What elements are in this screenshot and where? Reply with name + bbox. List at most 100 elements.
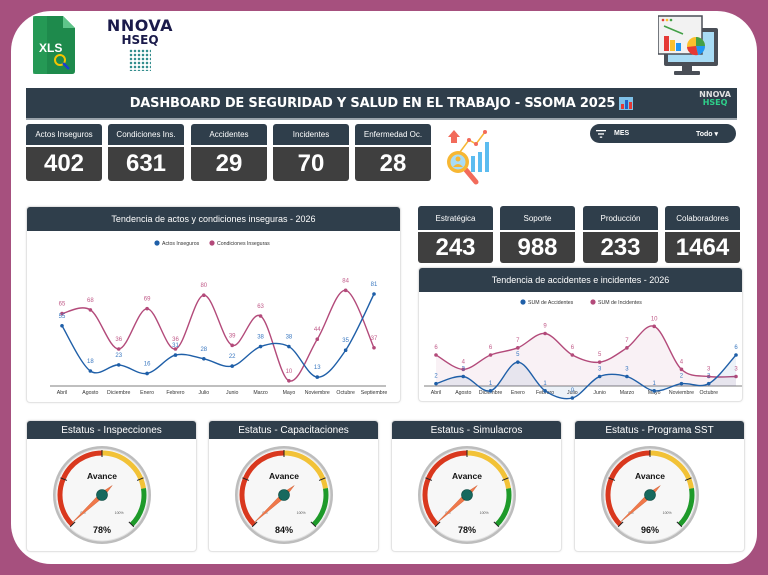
x-tick-label: Agosto <box>82 390 98 396</box>
chart-title: Tendencia de accidentes e incidentes - 2… <box>419 268 742 292</box>
gauge-hub <box>461 489 473 501</box>
data-label: 3 <box>462 367 466 373</box>
x-tick-label: Marzo <box>620 390 635 396</box>
kpi-label: Enfermedad Oc. <box>355 124 431 145</box>
gauge-title: Estatus - Simulacros <box>392 421 561 439</box>
data-point <box>315 375 320 379</box>
x-tick-label: Marzo <box>253 390 268 396</box>
kpi-label: Soporte <box>500 206 575 230</box>
kpi-label: Colaboradores <box>665 206 740 230</box>
data-point <box>343 288 348 293</box>
x-tick-label: Octubre <box>700 390 719 396</box>
data-label: 18 <box>87 359 94 365</box>
data-point <box>173 347 178 351</box>
data-label: 10 <box>651 316 658 322</box>
data-label: 28 <box>200 347 207 353</box>
kpi-label: Condiciones Ins. <box>108 124 184 145</box>
data-point <box>734 374 738 379</box>
filter-label: MES <box>614 130 630 137</box>
gauge-max-label: 100% <box>480 511 489 515</box>
chart-card-accidentes-incidentes: Tendencia de accidentes e incidentes - 2… <box>418 267 748 402</box>
x-tick-label: Enero <box>140 390 154 396</box>
data-label: 63 <box>257 304 264 310</box>
x-tick-label: Junio <box>593 390 606 396</box>
series-line <box>61 293 375 378</box>
month-filter-dropdown[interactable]: MES Todo ▾ <box>590 124 736 143</box>
kpi-colaboradores: Colaboradores 1464 <box>665 206 740 263</box>
data-label: 37 <box>371 336 378 342</box>
data-label: 0 <box>571 388 575 394</box>
gauge-title: Estatus - Programa SST <box>575 421 744 439</box>
legend-marker <box>154 240 160 246</box>
series-line <box>435 325 737 378</box>
gauge-card-simulacros: Estatus - Simulacros Avance0%100%78% <box>391 420 562 552</box>
data-label: 7 <box>625 338 629 344</box>
brand-name: NNOVA <box>106 16 174 35</box>
data-point <box>88 369 93 373</box>
data-point <box>597 360 602 364</box>
gauge-title: Estatus - Capacitaciones <box>209 421 378 439</box>
x-tick-label: Julio <box>198 390 209 396</box>
gauge-hub <box>278 489 290 501</box>
excel-file-icon: XLS <box>33 16 75 74</box>
kpi-value: 402 <box>26 147 102 181</box>
dashboard-title-banner: DASHBOARD DE SEGURIDAD Y SALUD EN EL TRA… <box>26 88 737 120</box>
dashboard-monitor-icon <box>658 15 718 75</box>
gauge-band <box>466 450 511 489</box>
kpi-value: 233 <box>583 232 658 263</box>
gauge-max-label: 100% <box>663 511 672 515</box>
data-point <box>516 346 520 350</box>
kpi-label: Estratégica <box>418 206 493 230</box>
data-point <box>461 367 466 372</box>
data-point <box>488 389 493 393</box>
line-chart-actos-condiciones: Actos Inseguros Condiciones Inseguras Abri… <box>50 240 387 396</box>
data-label: 44 <box>314 327 321 333</box>
legend-label: SUM de Incidentes <box>598 300 642 306</box>
data-label: 5 <box>598 352 602 358</box>
gauge-tick <box>128 521 135 528</box>
growth-analysis-icon <box>447 130 489 185</box>
gauge-card-capacitaciones: Estatus - Capacitaciones Avance0%100%84% <box>208 420 379 552</box>
data-label: 9 <box>543 324 547 330</box>
data-label: 1 <box>543 381 547 387</box>
filter-value[interactable]: Todo ▾ <box>695 130 718 138</box>
data-point <box>258 344 263 349</box>
kpi-value: 988 <box>500 232 575 263</box>
gauge-capacitaciones: Avance0%100%84% <box>235 446 333 544</box>
data-label: 7 <box>516 338 520 344</box>
data-point <box>543 389 547 393</box>
gauge-value: 78% <box>93 525 111 535</box>
data-point <box>679 367 684 372</box>
data-label: 3 <box>734 367 738 373</box>
data-label: 2 <box>680 374 684 380</box>
x-tick-label: Agosto <box>455 390 471 396</box>
x-tick-label: Febrero <box>166 390 184 396</box>
data-point <box>258 314 263 318</box>
data-point <box>315 337 320 342</box>
gauge-tick <box>434 521 441 528</box>
x-tick-label: Mayo <box>648 390 661 396</box>
data-point <box>287 378 291 383</box>
kpi-label: Incidentes <box>273 124 349 145</box>
data-label: 23 <box>115 353 122 359</box>
x-tick-label: Febrero <box>536 390 554 396</box>
data-label: 39 <box>229 333 236 339</box>
gauge-band <box>311 488 329 527</box>
gauge-tick <box>493 521 500 528</box>
data-point <box>706 381 711 386</box>
data-point <box>679 381 684 386</box>
page-title: DASHBOARD DE SEGURIDAD Y SALUD EN EL TRA… <box>129 95 616 111</box>
data-point <box>287 344 291 349</box>
gauge-max-label: 100% <box>115 511 124 515</box>
series-area <box>436 325 736 386</box>
kpi-value: 631 <box>108 147 184 181</box>
data-point <box>202 293 206 298</box>
kpi-estrategica: Estratégica 243 <box>418 206 493 263</box>
data-point <box>652 324 656 329</box>
data-label: 3 <box>625 367 629 373</box>
gauge-label: Avance <box>87 471 117 481</box>
data-label: 5 <box>516 352 520 358</box>
data-label: 80 <box>200 283 207 289</box>
chart-card-actos-condiciones: Tendencia de actos y condiciones insegur… <box>26 206 401 403</box>
data-point <box>145 306 149 311</box>
